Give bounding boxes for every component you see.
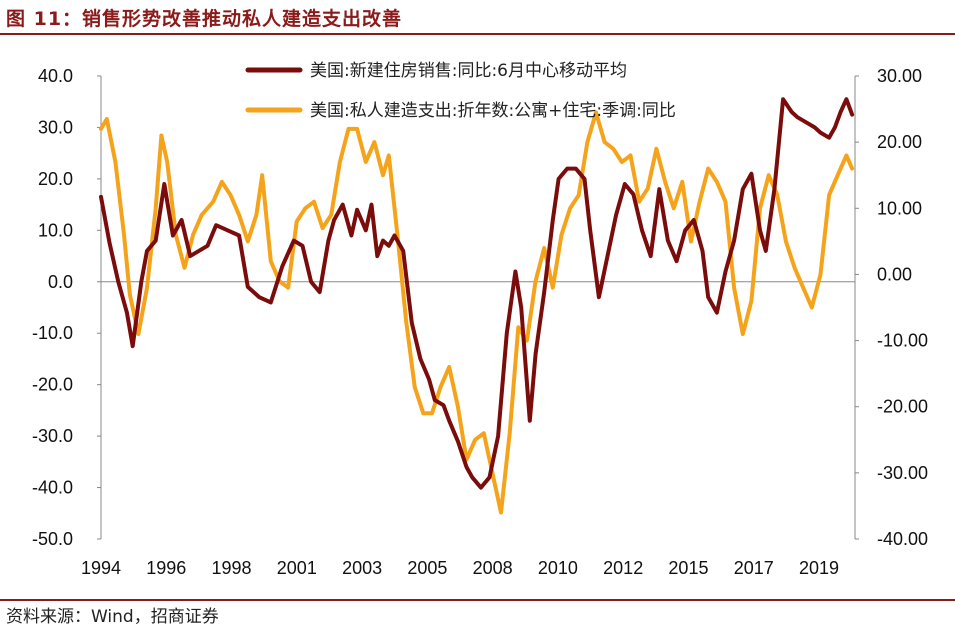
legend-label: 美国:私人建造支出:折年数:公寓+住宅:季调:同比 <box>310 101 676 121</box>
right-tick-label: -40.00 <box>877 529 928 549</box>
left-tick-label: 40.0 <box>38 66 73 86</box>
right-tick-label: -30.00 <box>877 463 928 483</box>
left-tick-label: 10.0 <box>38 220 73 240</box>
left-tick-label: 0.0 <box>48 272 73 292</box>
x-tick-label: 2005 <box>407 558 447 578</box>
right-tick-label: 10.00 <box>877 198 922 218</box>
title-rule <box>0 33 955 35</box>
left-tick-label: -50.0 <box>32 529 73 549</box>
x-tick-label: 2003 <box>342 558 382 578</box>
source-note: 资料来源：Wind，招商证券 <box>6 607 219 627</box>
x-tick-label: 1994 <box>81 558 121 578</box>
chart-series <box>99 97 855 515</box>
right-tick-label: 0.00 <box>877 264 912 284</box>
series-line-private-construction <box>99 110 855 515</box>
x-tick-label: 2012 <box>603 558 643 578</box>
left-tick-label: -10.0 <box>32 323 73 343</box>
left-tick-label: -30.0 <box>32 426 73 446</box>
x-tick-label: 2008 <box>473 558 513 578</box>
chart-axes: 40.0 30.0 20.0 10.0 0.0 -10.0 -20.0 -30.0 -40.0 -… <box>32 66 928 578</box>
chart-legend: 美国:新建住房销售:同比:6月中心移动平均美国:私人建造支出:折年数:公寓+住宅… <box>245 61 676 121</box>
x-tick-label: 2017 <box>734 558 774 578</box>
x-tick-label: 2001 <box>277 558 317 578</box>
source-rule <box>0 599 955 601</box>
x-tick-label: 2015 <box>668 558 708 578</box>
left-tick-label: 20.0 <box>38 169 73 189</box>
x-tick-label: 2019 <box>799 558 839 578</box>
legend-label: 美国:新建住房销售:同比:6月中心移动平均 <box>310 61 627 81</box>
series-line-new-home-sales <box>99 97 855 490</box>
left-tick-label: -20.0 <box>32 375 73 395</box>
x-tick-label: 1998 <box>212 558 252 578</box>
right-tick-label: -20.00 <box>877 397 928 417</box>
x-tick-label: 1996 <box>146 558 186 578</box>
left-tick-label: 30.0 <box>38 117 73 137</box>
x-tick-label: 2010 <box>538 558 578 578</box>
right-tick-label: 20.00 <box>877 132 922 152</box>
right-tick-label: 30.00 <box>877 66 922 86</box>
right-tick-label: -10.00 <box>877 331 928 351</box>
chart-title: 图 11：销售形势改善推动私人建造支出改善 <box>6 8 403 30</box>
left-tick-label: -40.0 <box>32 478 73 498</box>
